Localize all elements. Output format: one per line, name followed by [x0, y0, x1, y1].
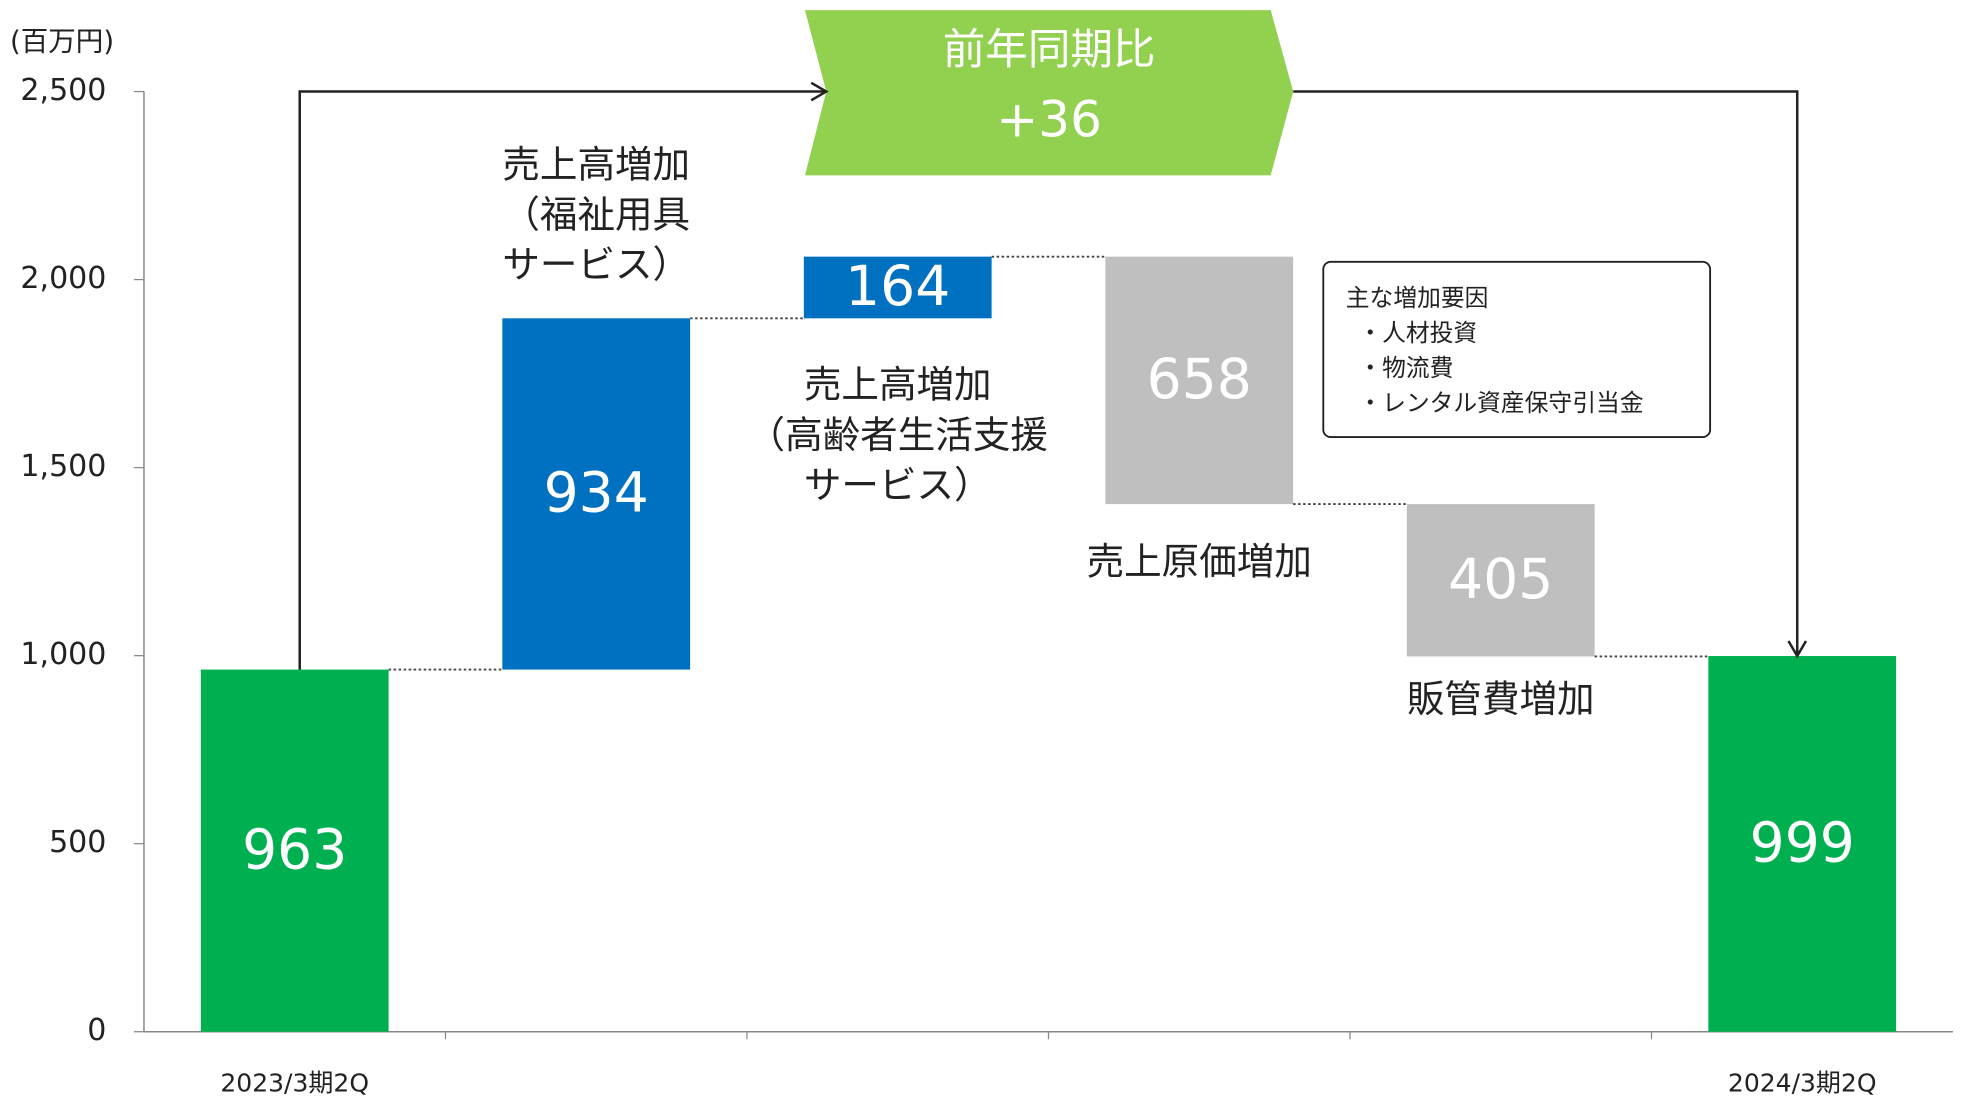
y-tick-label: 2,500: [20, 73, 106, 108]
bar: [502, 318, 691, 670]
y-tick-label: 500: [49, 825, 106, 860]
comparison-banner: [804, 10, 1294, 176]
note-item: ・人材投資: [1358, 319, 1477, 347]
value-label: 658: [1147, 347, 1252, 411]
y-tick-label: 2,000: [20, 261, 106, 296]
note-item: ・レンタル資産保守引当金: [1358, 389, 1643, 417]
unit-label: (百万円): [10, 26, 114, 58]
step-label: （高齢者生活支援: [748, 413, 1048, 457]
step-label: 販管費増加: [1407, 677, 1595, 721]
step-label: 売上高増加: [804, 363, 992, 407]
note-box: [1322, 260, 1712, 439]
bar: [1708, 656, 1897, 1032]
note-title: 主な増加要因: [1346, 284, 1489, 312]
value-label: 164: [845, 254, 950, 318]
comparison-title: 前年同期比: [943, 25, 1156, 75]
y-tick-label: 1,500: [20, 449, 106, 484]
arrow: [298, 90, 827, 670]
y-tick-label: 1,000: [20, 637, 106, 672]
comparison-value: +36: [996, 90, 1102, 148]
x-tick-label: 2024/3期2Q: [1728, 1068, 1877, 1097]
arrow-head: [1787, 640, 1808, 659]
arrow-head: [810, 81, 829, 102]
value-label: 999: [1750, 811, 1855, 875]
bar: [1406, 504, 1595, 657]
bar: [200, 669, 389, 1032]
step-label: サービス）: [804, 463, 992, 507]
step-label: 売上原価増加: [1087, 540, 1312, 584]
value-label: 405: [1448, 547, 1553, 611]
note-item: ・物流費: [1358, 354, 1453, 382]
bar: [803, 256, 992, 319]
value-label: 963: [242, 817, 347, 881]
step-label: 売上高増加: [502, 142, 690, 186]
arrow: [1293, 90, 1799, 657]
y-tick-label: 0: [87, 1013, 106, 1048]
step-label: サービス）: [502, 242, 690, 286]
bar: [1105, 256, 1294, 505]
step-label: （福祉用具: [502, 192, 690, 236]
value-label: 934: [544, 461, 649, 525]
x-tick-label: 2023/3期2Q: [220, 1068, 369, 1097]
